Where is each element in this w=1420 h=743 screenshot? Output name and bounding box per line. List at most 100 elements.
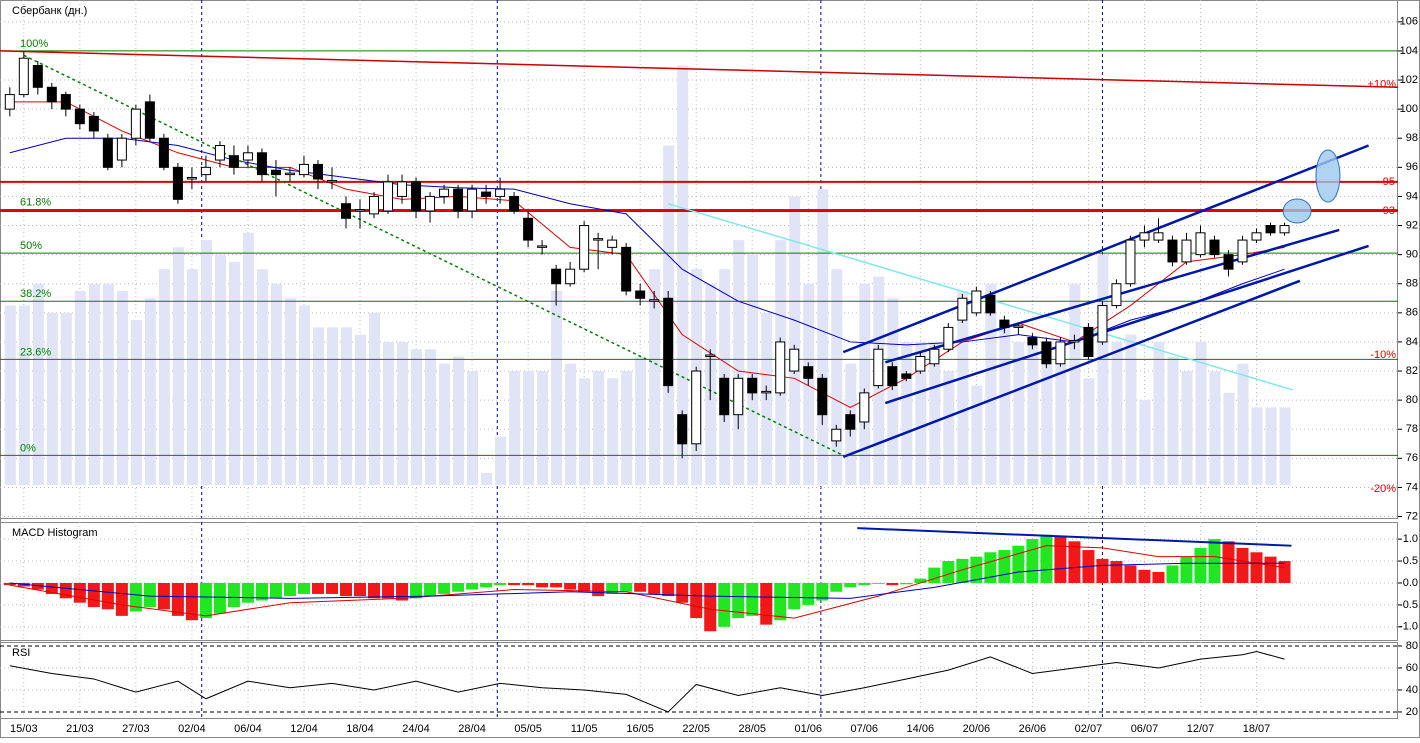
fib-label: 61.8% — [20, 196, 51, 208]
macd-bar — [928, 567, 941, 583]
macd-bar — [662, 582, 675, 597]
volume-bar — [200, 240, 212, 485]
macd-bar — [1110, 561, 1123, 583]
y-tick-label: 86 — [1406, 307, 1418, 319]
candle-body — [957, 297, 968, 321]
x-tick-label: 21/03 — [66, 723, 94, 735]
fib-label: 23.6% — [20, 346, 51, 358]
candle-body — [803, 366, 814, 379]
macd-bar — [914, 578, 927, 583]
candle-body — [621, 246, 632, 292]
x-tick-label: 14/06 — [907, 723, 935, 735]
y-tick-label: 88 — [1406, 278, 1418, 290]
candle-body — [887, 366, 898, 387]
volume-bar — [565, 363, 577, 485]
macd-bar — [466, 582, 479, 590]
macd-bar — [185, 582, 198, 621]
macd-bar — [592, 582, 605, 597]
candle-body — [32, 64, 43, 88]
volume-bar — [439, 363, 451, 485]
volume-bar — [999, 320, 1011, 485]
volume-bar — [411, 349, 423, 485]
volume-bar — [733, 240, 745, 485]
candle-body — [172, 166, 183, 200]
candle-body — [46, 86, 57, 103]
candle-body — [649, 299, 660, 302]
volume-bar — [1195, 341, 1207, 485]
main-panel — [0, 0, 1398, 519]
candle-body — [1097, 305, 1108, 343]
volume-bar — [284, 298, 296, 485]
x-tick-label: 15/03 — [10, 723, 38, 735]
candle-body — [733, 377, 744, 416]
macd-bar — [410, 582, 423, 599]
candle-body — [495, 188, 506, 197]
candle-body — [60, 94, 71, 110]
trend-line — [884, 244, 1369, 405]
candle-body — [369, 195, 380, 215]
macd-bar — [1040, 534, 1053, 583]
macd-bar — [550, 582, 563, 588]
macd-bar — [382, 582, 395, 599]
volume-bar — [102, 283, 114, 485]
volume-bar — [1237, 363, 1249, 485]
macd-bar — [522, 582, 535, 586]
candle-body — [915, 355, 926, 372]
y-tick-label: -0.5 — [1399, 599, 1418, 611]
macd-line — [9, 562, 1285, 599]
candle-body — [971, 290, 982, 314]
volume-bar — [831, 269, 843, 485]
volume-bar — [1083, 378, 1095, 485]
volume-bar — [901, 341, 913, 485]
volume-bar — [551, 291, 563, 485]
x-tick-label: 28/05 — [738, 723, 766, 735]
macd-bar — [115, 582, 128, 616]
volume-bar — [481, 472, 493, 485]
candle-body — [551, 268, 562, 285]
macd-bar — [325, 582, 338, 594]
x-tick-label: 27/03 — [122, 723, 150, 735]
y-tick-label: 20 — [1406, 706, 1418, 718]
candle-body — [565, 268, 576, 285]
y-tick-label: 80 — [1406, 640, 1418, 652]
macd-bar — [788, 582, 801, 610]
candle-body — [144, 101, 155, 139]
macd-bar — [311, 582, 324, 594]
volume-bar — [18, 305, 30, 485]
volume-bar — [116, 291, 128, 485]
volume-bar — [747, 254, 759, 485]
volume-bar — [1013, 341, 1025, 485]
macd-bar — [704, 582, 717, 632]
volume-bar — [1069, 283, 1081, 485]
macd-bar — [368, 582, 381, 599]
macd-bar — [129, 582, 142, 612]
x-tick-label: 07/06 — [851, 723, 879, 735]
candle-body — [270, 169, 281, 176]
macd-bar — [830, 582, 843, 592]
macd-bar — [564, 582, 577, 590]
candle-body — [1153, 232, 1164, 241]
macd-bar — [956, 558, 969, 583]
volume-bar — [677, 65, 689, 485]
x-tick-label: 01/06 — [794, 723, 822, 735]
macd-bar — [227, 582, 240, 608]
x-tick-label: 16/05 — [626, 723, 654, 735]
macd-bar — [1068, 541, 1081, 583]
volume-bar — [172, 247, 184, 485]
volume-bar — [943, 371, 955, 485]
resistance-label: 95 — [1383, 176, 1395, 188]
volume-bar — [859, 283, 871, 485]
volume-bar — [74, 291, 86, 485]
volume-bar — [383, 341, 395, 485]
macd-bar — [1096, 558, 1109, 583]
x-tick-label: 02/04 — [178, 723, 206, 735]
volume-bar — [523, 371, 535, 485]
highlight — [1282, 198, 1312, 224]
candle-body — [1167, 239, 1178, 263]
candle-body — [467, 188, 478, 212]
fib-label: 100% — [20, 38, 48, 50]
macd-bar — [998, 550, 1011, 583]
candle-body — [859, 392, 870, 423]
macd-bar — [101, 582, 114, 610]
volume-bar — [635, 356, 647, 485]
